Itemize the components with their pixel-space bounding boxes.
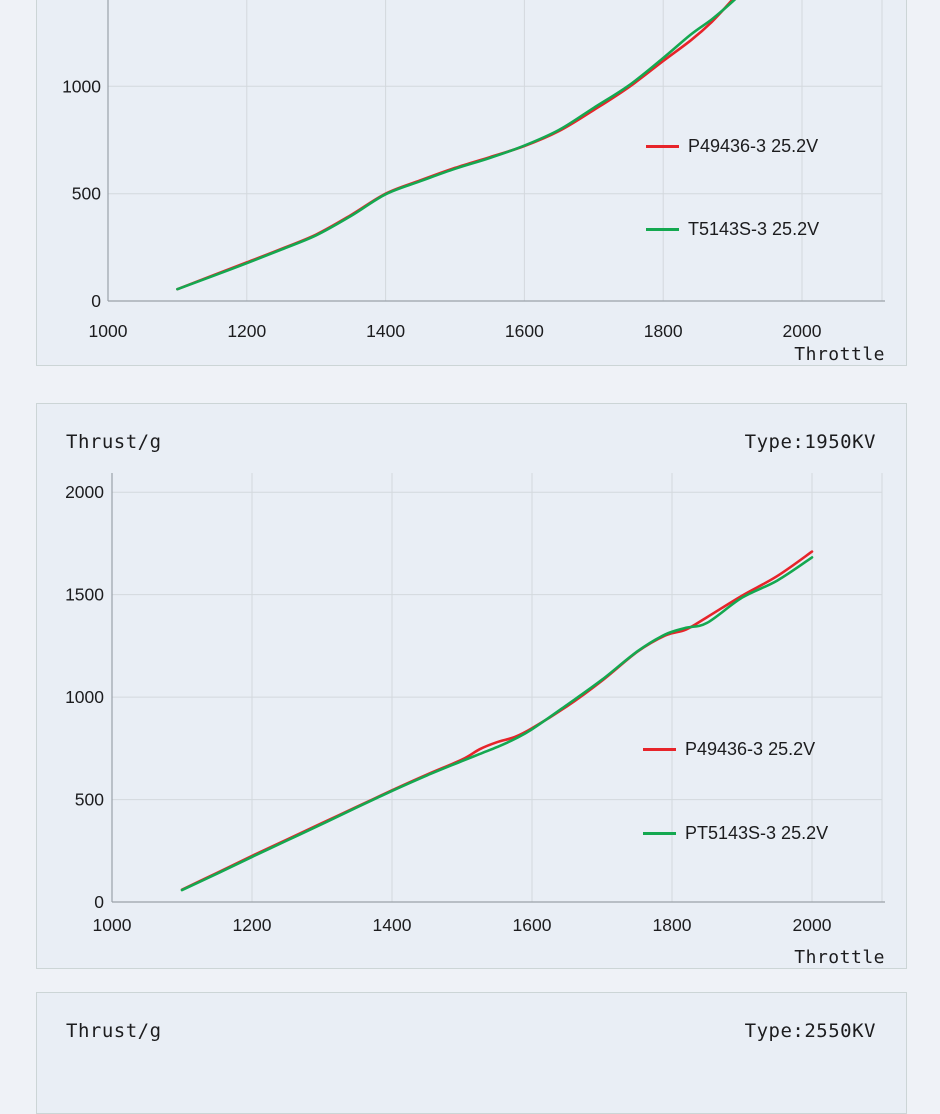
y-tick-label: 1500 <box>65 585 104 605</box>
x-tick-label: 1000 <box>89 321 128 341</box>
legend-item: P49436-3 25.2V <box>643 738 815 760</box>
series-line-green <box>176 0 737 291</box>
y-tick-label: 500 <box>75 790 104 810</box>
legend-swatch-red-line <box>646 144 679 148</box>
x-tick-label: 2000 <box>793 915 832 935</box>
x-tick-label: 1800 <box>644 321 683 341</box>
legend-label: PT5143S-3 25.2V <box>685 822 829 843</box>
x-tick-label: 1600 <box>505 321 544 341</box>
series-line-green <box>180 556 814 892</box>
legend-item: T5143S-3 25.2V <box>646 218 819 240</box>
x-tick-label: 1200 <box>233 915 272 935</box>
thrust-chart-card-2550kv: Thrust/g Type:2550KV <box>36 992 907 1114</box>
x-tick-label: 1600 <box>513 915 552 935</box>
legend-item: P49436-3 25.2V <box>646 135 818 157</box>
y-tick-label: 0 <box>94 892 104 912</box>
chart-type-label: Type:1950KV <box>744 431 876 453</box>
legend-label: P49436-3 25.2V <box>688 135 819 156</box>
x-tick-label: 2000 <box>783 321 822 341</box>
y-tick-label: 1000 <box>65 687 104 707</box>
page: { "page_bg": "#eff2f7", "card_bg": "#e9e… <box>36 0 907 1114</box>
thrust-chart-plot-top: 0 500 1000 1000 1200 1400 1600 1800 2000 Throttle <box>62 0 885 365</box>
x-axis-title: Throttle <box>794 947 885 968</box>
y-tick-label: 0 <box>91 291 101 311</box>
legend-swatch-red-line <box>643 747 676 751</box>
legend-label: P49436-3 25.2V <box>685 738 816 759</box>
legend-item: PT5143S-3 25.2V <box>643 822 828 844</box>
x-tick-label: 1200 <box>227 321 266 341</box>
x-tick-label: 1000 <box>93 915 132 935</box>
legend-swatch-green-line <box>643 831 676 835</box>
x-tick-label: 1800 <box>653 915 692 935</box>
x-axis-title: Throttle <box>794 344 885 365</box>
x-tick-label: 1400 <box>366 321 405 341</box>
y-tick-label: 2000 <box>65 482 104 502</box>
chart-type-label: Type:2550KV <box>744 1020 876 1042</box>
x-tick-label: 1400 <box>373 915 412 935</box>
legend-swatch-green-line <box>646 227 679 231</box>
chart-title: Thrust/g <box>66 1020 162 1042</box>
thrust-chart-card-top: 0 500 1000 1000 1200 1400 1600 1800 2000 Throttle… <box>36 0 907 366</box>
thrust-chart-card-1950kv: 0 500 1000 1500 2000 1000 1200 1400 1600 1800 2000… <box>36 403 907 969</box>
y-tick-label: 1000 <box>62 76 101 96</box>
chart-title: Thrust/g <box>66 431 162 453</box>
y-tick-label: 500 <box>72 184 101 204</box>
legend-label: T5143S-3 25.2V <box>688 218 820 239</box>
thrust-chart-plot-1950kv: 0 500 1000 1500 2000 1000 1200 1400 1600 1800 2000… <box>65 473 885 968</box>
